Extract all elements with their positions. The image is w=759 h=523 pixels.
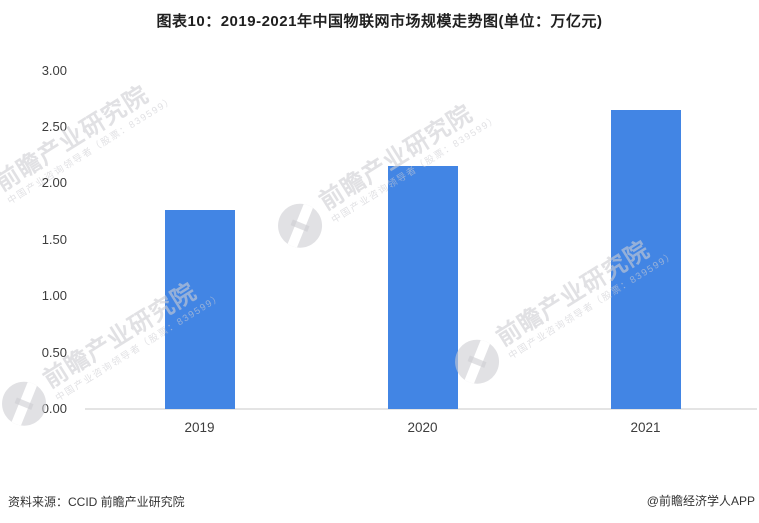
compass-logo-icon [269, 195, 331, 257]
x-axis-label-2019: 2019 [184, 420, 215, 435]
y-tick-label: 3.00 [41, 62, 67, 78]
logo-slash-shape [458, 331, 497, 393]
bar-2021 [610, 110, 681, 409]
logo-needle-shape [467, 355, 487, 368]
x-axis-label-2021: 2021 [630, 420, 661, 435]
x-axis-line [85, 408, 757, 410]
y-tick-label: 1.50 [41, 231, 67, 247]
y-tick-label: 0.00 [41, 401, 67, 416]
watermark: 前瞻产业研究院 中国产业咨询领导者（股票：839599） [0, 69, 178, 238]
bar-2020 [387, 166, 458, 409]
x-axis-label-2020: 2020 [407, 420, 438, 435]
y-tick-label: 0.50 [41, 344, 67, 360]
bar-2019 [164, 210, 235, 409]
logo-slash-shape [281, 195, 320, 257]
source-note: 资料来源：CCID 前瞻产业研究院 [8, 495, 185, 509]
y-tick-label: 2.00 [41, 175, 67, 191]
chart-title: 图表10：2019-2021年中国物联网市场规模走势图(单位：万亿元) [156, 13, 603, 30]
logo-needle-shape [290, 219, 310, 232]
y-tick-label: 2.50 [41, 119, 67, 134]
y-tick-label: 1.00 [41, 288, 67, 304]
app-credit: @前瞻经济学人APP [646, 494, 755, 508]
watermark: 前瞻产业研究院 中国产业咨询领导者（股票：839599） [269, 88, 503, 257]
